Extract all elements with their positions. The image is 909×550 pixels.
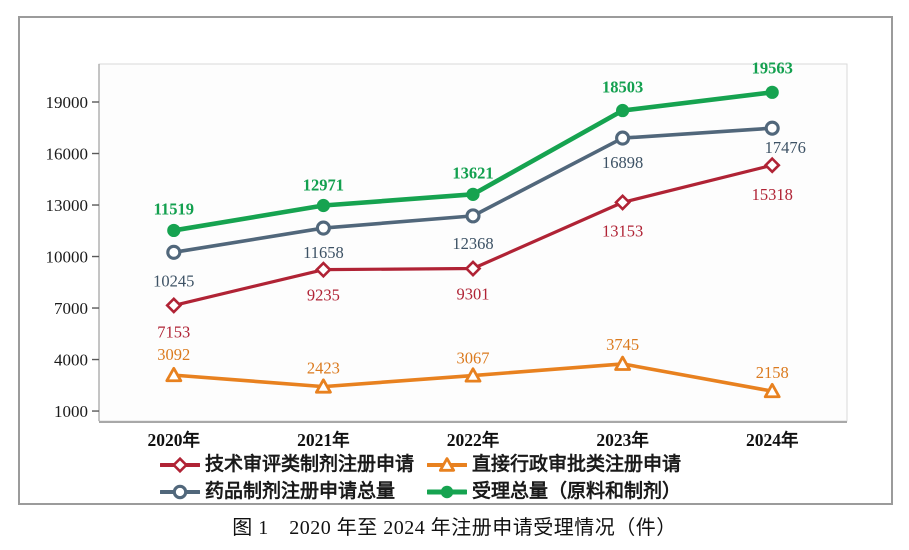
- data-label: 13153: [602, 221, 643, 240]
- data-label: 9301: [457, 285, 490, 304]
- data-label: 13621: [452, 163, 493, 182]
- data-point-dot-icon: [765, 85, 779, 99]
- y-tick-label: 1000: [54, 402, 88, 421]
- data-label: 7153: [157, 322, 190, 341]
- x-axis-label: 2023年: [596, 430, 649, 450]
- legend-dot-marker-icon: [427, 485, 467, 498]
- x-axis-label: 2020年: [148, 430, 201, 450]
- figure-caption: 图 1 2020 年至 2024 年注册申请受理情况（件）: [232, 517, 677, 539]
- legend-circle-marker-icon: [160, 484, 200, 499]
- data-point-dot-icon: [440, 485, 454, 498]
- data-point-triangle-icon: [438, 456, 456, 472]
- series-1: 3092 2423 3067 3745 2158: [157, 335, 789, 399]
- data-label: 17476: [765, 138, 806, 157]
- data-point-circle-icon: [315, 220, 331, 236]
- data-point-diamond-icon: [171, 456, 189, 473]
- data-point-triangle-icon: [464, 367, 482, 383]
- data-label: 9235: [307, 286, 340, 305]
- x-axis-label: 2024年: [746, 430, 799, 450]
- legend-label: 技术审评类制剂注册申请: [205, 454, 415, 475]
- legend-item-tech-review[interactable]: 技术审评类制剂注册申请: [160, 452, 427, 477]
- legend-item-drug-formulation-total[interactable]: 药品制剂注册申请总量: [160, 479, 427, 504]
- y-tick-label: 4000: [54, 351, 88, 370]
- data-point-circle-icon: [764, 120, 780, 136]
- x-axis-label: 2021年: [297, 430, 350, 450]
- data-label: 18503: [602, 78, 643, 97]
- data-label: 19563: [752, 58, 793, 77]
- data-label: 16898: [602, 153, 643, 172]
- legend-item-total-accepted[interactable]: 受理总量（原料和制剂）: [427, 479, 681, 504]
- data-point-triangle-icon: [165, 366, 183, 383]
- data-point-triangle-icon: [614, 355, 631, 371]
- chart-frame: 1000 4000 7000 10000 13000 16000 19000 2020年 202…: [18, 16, 893, 505]
- legend-label: 受理总量（原料和制剂）: [472, 481, 682, 502]
- series-2: 10245 11658 12368 16898 17476: [153, 120, 806, 290]
- data-point-triangle-icon: [315, 378, 332, 394]
- data-label: 3067: [457, 349, 490, 368]
- series-0: 7153 9235 9301 13153 15318: [157, 156, 793, 341]
- data-point-dot-icon: [167, 223, 181, 238]
- data-point-circle-icon: [615, 130, 631, 146]
- legend-label: 药品制剂注册申请总量: [205, 481, 396, 502]
- legend-diamond-marker-icon: [160, 456, 200, 473]
- data-label: 2158: [756, 363, 789, 382]
- data-point-dot-icon: [616, 103, 630, 118]
- x-axis-label: 2022年: [447, 430, 500, 450]
- y-tick-label: 7000: [54, 299, 88, 318]
- data-point-diamond-icon: [464, 260, 482, 277]
- y-tick-label: 19000: [46, 93, 89, 112]
- y-tick-label: 10000: [46, 248, 89, 267]
- data-label: 15318: [752, 185, 793, 204]
- data-label: 12971: [303, 176, 344, 195]
- data-label: 3092: [157, 345, 190, 364]
- line-chart: 1000 4000 7000 10000 13000 16000 19000 2020年 202…: [46, 58, 848, 450]
- y-tick-label: 13000: [46, 196, 89, 215]
- data-point-circle-icon: [465, 208, 481, 224]
- data-label: 3745: [606, 335, 639, 354]
- data-point-dot-icon: [466, 187, 480, 201]
- data-label: 2423: [307, 359, 340, 378]
- data-label: 11658: [303, 243, 344, 262]
- data-point-circle-icon: [172, 484, 188, 499]
- data-label: 11519: [154, 199, 194, 218]
- legend-label: 直接行政审批类注册申请: [472, 454, 682, 475]
- data-point-diamond-icon: [314, 261, 332, 279]
- data-point-triangle-icon: [763, 382, 781, 399]
- data-label: 12368: [452, 234, 493, 253]
- data-point-diamond-icon: [614, 193, 632, 211]
- legend-item-direct-admin[interactable]: 直接行政审批类注册申请: [427, 452, 681, 477]
- data-point-diamond-icon: [165, 296, 183, 314]
- legend-triangle-marker-icon: [427, 456, 467, 472]
- data-point-dot-icon: [316, 198, 330, 213]
- series-3: 11519 12971 13621 18503 19563: [154, 58, 793, 238]
- data-point-circle-icon: [166, 244, 182, 260]
- chart-legend: 技术审评类制剂注册申请 直接行政审批类注册申请 药品制剂注册申请总量 受理总量（…: [20, 452, 891, 504]
- data-label: 10245: [153, 271, 194, 290]
- data-point-diamond-icon: [763, 156, 781, 174]
- y-tick-label: 16000: [46, 145, 89, 164]
